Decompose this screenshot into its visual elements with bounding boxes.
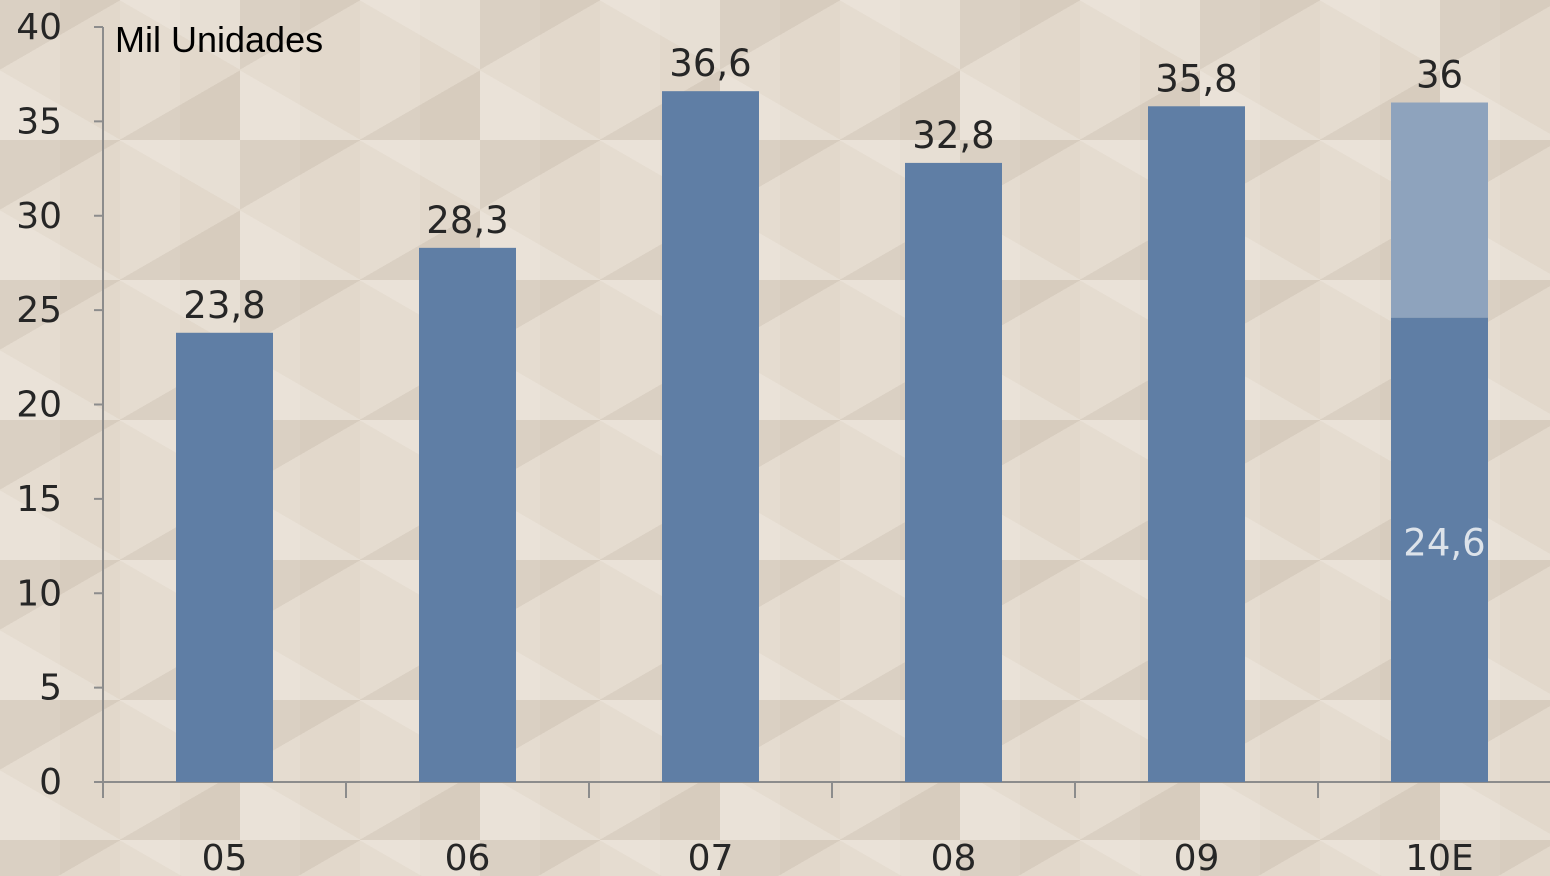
y-tick-label: 20 xyxy=(16,385,62,426)
bar-value-label: 35,8 xyxy=(1155,57,1237,100)
bar xyxy=(1391,317,1488,782)
bar xyxy=(1148,106,1245,782)
bar-value-label: 23,8 xyxy=(183,284,265,327)
bar-value-label: 36,6 xyxy=(669,42,751,85)
bar-inner-label: 24,6 xyxy=(1403,522,1485,565)
x-tick-label: 07 xyxy=(688,838,734,876)
y-tick-label: 15 xyxy=(16,479,62,520)
unit-label: Mil Unidades xyxy=(115,19,323,60)
x-tick-label: 10E xyxy=(1405,838,1474,876)
axes xyxy=(94,26,1550,798)
bar xyxy=(662,91,759,783)
y-tick-label: 35 xyxy=(16,101,62,142)
x-tick-label: 08 xyxy=(931,838,977,876)
bar-value-label: 32,8 xyxy=(912,114,994,157)
bar-value-label: 28,3 xyxy=(426,199,508,242)
labels: 051015202530354023,80528,30636,60732,808… xyxy=(16,7,1486,876)
y-tick-label: 0 xyxy=(39,762,62,803)
bar xyxy=(419,247,516,782)
x-tick-label: 09 xyxy=(1174,838,1220,876)
y-tick-label: 40 xyxy=(16,7,62,48)
x-tick-label: 05 xyxy=(202,838,248,876)
y-tick-label: 10 xyxy=(16,573,62,614)
bar xyxy=(176,332,273,782)
bar-value-label: 36 xyxy=(1416,54,1463,97)
y-tick-label: 30 xyxy=(16,196,62,237)
x-tick-label: 06 xyxy=(445,838,491,876)
bar-segment-estimate xyxy=(1391,102,1488,318)
y-tick-label: 5 xyxy=(39,668,62,709)
bar xyxy=(905,162,1002,782)
y-tick-label: 25 xyxy=(16,290,62,331)
bars xyxy=(176,91,1488,783)
